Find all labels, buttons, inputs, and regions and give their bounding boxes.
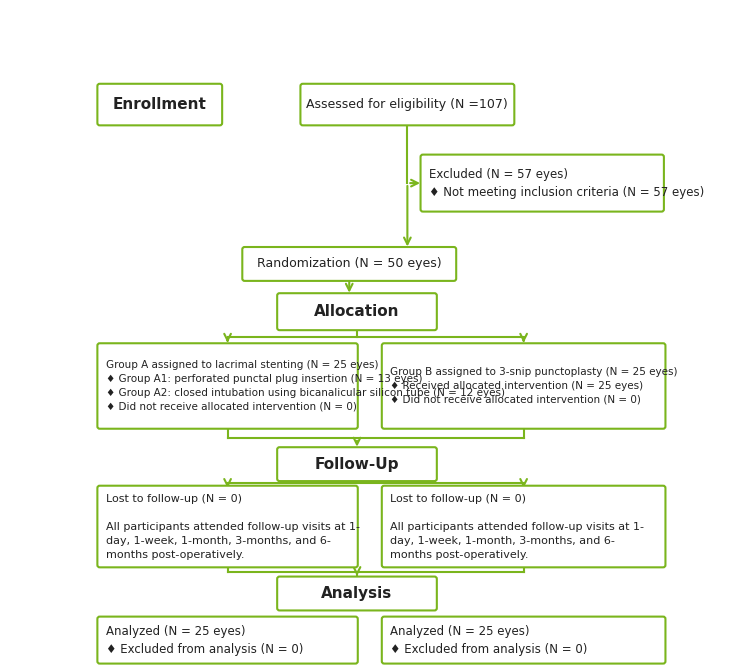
FancyBboxPatch shape	[381, 343, 666, 429]
Text: Enrollment: Enrollment	[113, 97, 206, 112]
Text: Analyzed (N = 25 eyes)
♦ Excluded from analysis (N = 0): Analyzed (N = 25 eyes) ♦ Excluded from a…	[390, 625, 588, 655]
FancyBboxPatch shape	[97, 617, 358, 663]
FancyBboxPatch shape	[420, 155, 664, 212]
Text: Randomization (N = 50 eyes): Randomization (N = 50 eyes)	[257, 258, 441, 270]
FancyBboxPatch shape	[278, 447, 437, 481]
Text: Lost to follow-up (N = 0)

All participants attended follow-up visits at 1-
day,: Lost to follow-up (N = 0) All participan…	[106, 494, 360, 559]
Text: Group B assigned to 3-snip punctoplasty (N = 25 eyes)
♦ Received allocated inter: Group B assigned to 3-snip punctoplasty …	[390, 367, 678, 405]
Text: Follow-Up: Follow-Up	[315, 457, 399, 472]
FancyBboxPatch shape	[381, 617, 666, 663]
Text: Group A assigned to lacrimal stenting (N = 25 eyes)
♦ Group A1: perforated punct: Group A assigned to lacrimal stenting (N…	[106, 360, 505, 412]
Text: Assessed for eligibility (N =107): Assessed for eligibility (N =107)	[307, 98, 508, 111]
FancyBboxPatch shape	[278, 293, 437, 330]
FancyBboxPatch shape	[242, 247, 456, 281]
Text: Lost to follow-up (N = 0)

All participants attended follow-up visits at 1-
day,: Lost to follow-up (N = 0) All participan…	[390, 494, 644, 559]
FancyBboxPatch shape	[278, 577, 437, 611]
FancyBboxPatch shape	[301, 84, 515, 125]
FancyBboxPatch shape	[97, 486, 358, 567]
Text: Analyzed (N = 25 eyes)
♦ Excluded from analysis (N = 0): Analyzed (N = 25 eyes) ♦ Excluded from a…	[106, 625, 303, 655]
Text: Excluded (N = 57 eyes)
♦ Not meeting inclusion criteria (N = 57 eyes): Excluded (N = 57 eyes) ♦ Not meeting inc…	[429, 168, 705, 198]
FancyBboxPatch shape	[97, 343, 358, 429]
FancyBboxPatch shape	[381, 486, 666, 567]
Text: Analysis: Analysis	[322, 586, 393, 601]
FancyBboxPatch shape	[97, 84, 222, 125]
Text: Allocation: Allocation	[314, 304, 399, 319]
